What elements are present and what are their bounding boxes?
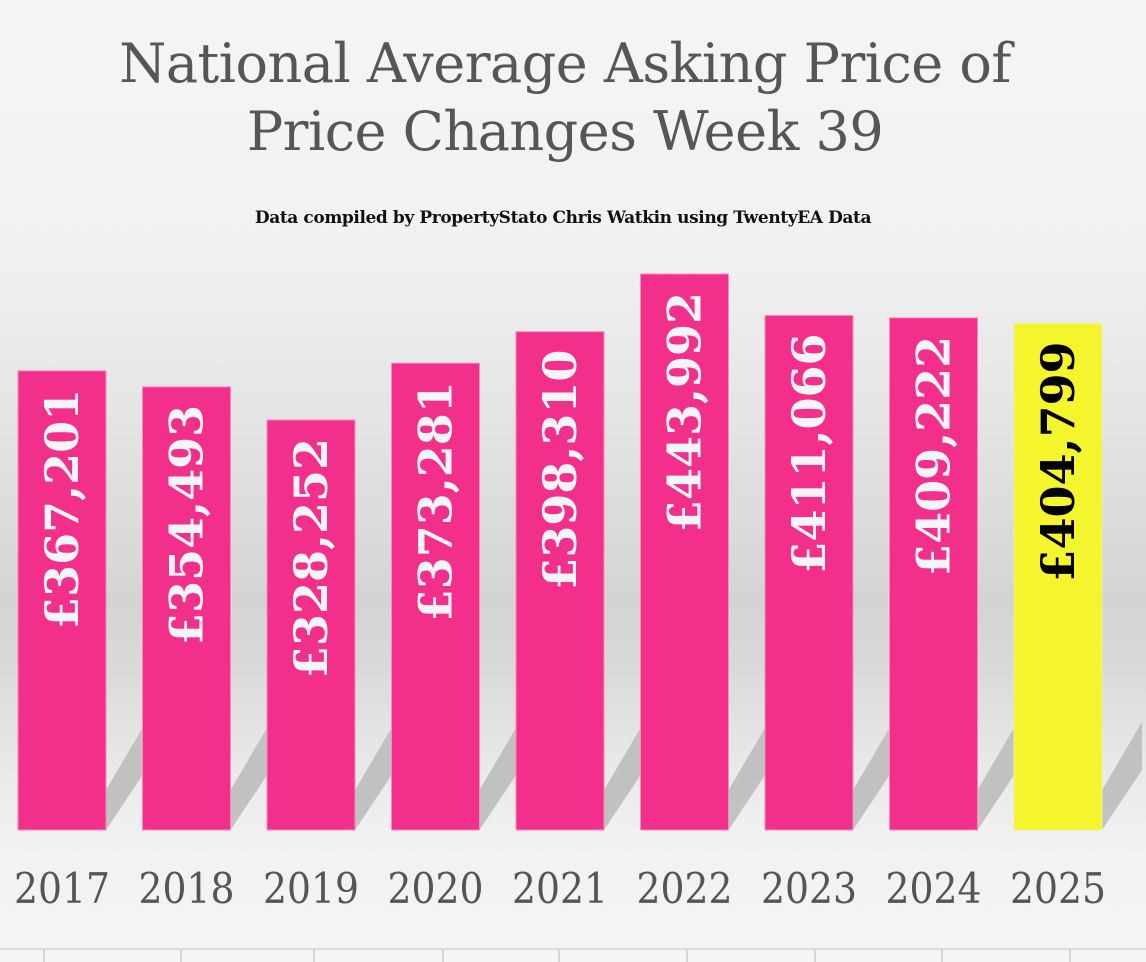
x-tick-label: 2019: [263, 864, 359, 913]
bar-shadow: [1102, 722, 1142, 830]
bar-value-label: £354,493: [160, 405, 214, 645]
bar-shadow: [728, 722, 769, 830]
bar-shadow: [853, 722, 893, 830]
strip-separator: [814, 950, 816, 962]
bar-value-label: £328,252: [284, 438, 338, 678]
bar: [764, 315, 854, 831]
bar-shadow: [106, 722, 146, 830]
x-tick-label: 2017: [14, 864, 110, 913]
x-tick-label: 2020: [388, 864, 484, 913]
bar: [17, 370, 107, 831]
bar-highlighted: [1013, 322, 1103, 831]
strip-separator: [313, 950, 315, 962]
bar: [142, 386, 231, 831]
bar-value-label: £443,992: [658, 292, 712, 532]
x-tick-label: 2024: [886, 864, 982, 913]
strip-separator: [442, 950, 444, 962]
bar-value-label: £367,201: [35, 389, 89, 629]
strip-separator: [941, 950, 943, 962]
bar-value-label: £404,799: [1031, 341, 1085, 581]
chart-title-line-1: National Average Asking Price of: [119, 32, 1011, 95]
x-tick-label: 2018: [139, 864, 235, 913]
x-tick-label: 2021: [512, 864, 608, 913]
strip-separator: [558, 950, 560, 962]
x-tick-label: 2025: [1010, 864, 1106, 913]
bar: [889, 317, 978, 831]
bar-shadow: [977, 722, 1018, 830]
bar: [515, 331, 605, 831]
bar: [640, 273, 729, 831]
bar-value-labels: £367,201 £354,493 £328,252 £373,281 £398,310…: [35, 292, 1085, 678]
bar-value-label: £373,281: [409, 381, 463, 621]
strip-separator: [686, 950, 688, 962]
x-axis-tick-labels: 2017 2018 2019 2020 2021 2022 2023 2024 2025: [14, 864, 1106, 913]
strip-separator: [180, 950, 182, 962]
bar-shadow: [355, 722, 395, 830]
bar-shadow: [230, 722, 271, 830]
bar-value-label: £398,310: [533, 350, 587, 590]
chart-title-line-2: Price Changes Week 39: [246, 100, 884, 163]
x-tick-label: 2023: [761, 864, 857, 913]
strip-separator: [1069, 950, 1071, 962]
x-tick-label: 2022: [637, 864, 733, 913]
bar-shadows: [106, 722, 1142, 830]
bars: [17, 273, 1103, 831]
chart-subtitle: Data compiled by PropertyStato Chris Wat…: [254, 208, 872, 228]
bar-shadow: [479, 722, 520, 830]
chart-title: National Average Asking Price of Price C…: [0, 30, 1130, 166]
bar-value-label: £409,222: [907, 336, 961, 576]
strip-separator: [43, 950, 45, 962]
bottom-grid-strip: [0, 948, 1146, 962]
bar-value-label: £411,066: [782, 334, 836, 574]
bar: [266, 419, 356, 831]
bar-shadow: [604, 722, 644, 830]
bar: [391, 362, 480, 831]
